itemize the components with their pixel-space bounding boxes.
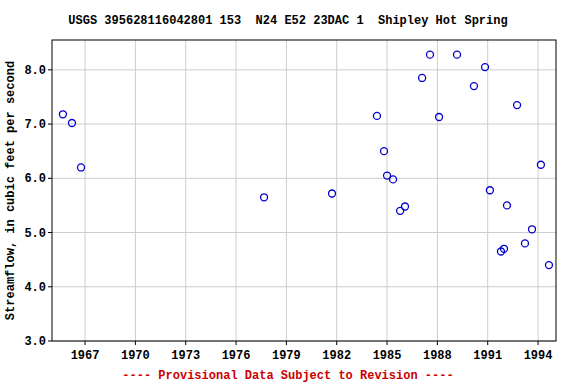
grid-line	[52, 69, 556, 70]
tick	[48, 178, 52, 179]
point	[500, 245, 507, 252]
point	[373, 112, 380, 119]
tick-label: 1970	[121, 349, 150, 363]
grid-line	[236, 40, 237, 341]
point	[470, 83, 477, 90]
tick	[236, 341, 237, 345]
tick	[48, 124, 52, 125]
tick	[48, 341, 52, 342]
tick	[286, 341, 287, 345]
tick	[48, 286, 52, 287]
tick-label: 8.0	[24, 64, 46, 78]
tick-label: 1994	[524, 349, 553, 363]
points	[59, 51, 552, 268]
grid	[52, 40, 556, 341]
tick-label: 6.0	[24, 172, 46, 186]
tick	[487, 341, 488, 345]
tick-label: 1988	[423, 349, 452, 363]
point	[59, 111, 66, 118]
tick-label: 1967	[71, 349, 100, 363]
tick-label: 1982	[322, 349, 351, 363]
tick-label: 1976	[222, 349, 251, 363]
grid-line	[387, 40, 388, 341]
grid-line	[185, 40, 186, 341]
point	[381, 148, 388, 155]
point	[261, 194, 268, 201]
tick-label: 1979	[272, 349, 301, 363]
title: USGS 395628116042801 153 N24 E52 23DAC 1…	[68, 14, 507, 28]
tick-label: 1991	[473, 349, 502, 363]
tick	[135, 341, 136, 345]
tick-label: 7.0	[24, 118, 46, 132]
tick	[538, 341, 539, 345]
tick	[85, 341, 86, 345]
point	[529, 226, 536, 233]
tick	[48, 69, 52, 70]
point	[68, 119, 75, 126]
background	[0, 0, 576, 384]
tick-label: 5.0	[24, 227, 46, 241]
tick-label: 1985	[373, 349, 402, 363]
grid-line	[487, 40, 488, 341]
point	[482, 64, 489, 71]
point	[78, 164, 85, 171]
tick-label: 3.0	[24, 335, 46, 349]
plot-frame	[52, 40, 556, 341]
tick-label: 1973	[171, 349, 200, 363]
point	[521, 240, 528, 247]
point	[329, 190, 336, 197]
point	[514, 102, 521, 109]
grid-line	[437, 40, 438, 341]
point	[537, 161, 544, 168]
point	[402, 203, 409, 210]
grid-line	[538, 40, 539, 341]
tick	[336, 341, 337, 345]
point	[390, 176, 397, 183]
grid-line	[52, 124, 556, 125]
grid-line	[135, 40, 136, 341]
grid-line	[85, 40, 86, 341]
annotation: ---- Provisional Data Subject to Revisio…	[122, 369, 453, 383]
point	[427, 51, 434, 58]
point	[504, 202, 511, 209]
tick	[437, 341, 438, 345]
point	[454, 51, 461, 58]
tick	[48, 232, 52, 233]
tick	[185, 341, 186, 345]
point	[419, 74, 426, 81]
chart: USGS 395628116042801 153 N24 E52 23DAC 1…	[0, 0, 576, 384]
tick-label: 4.0	[24, 281, 46, 295]
point	[436, 114, 443, 121]
axis-label: Streamflow, in cubic feet per second	[4, 61, 18, 320]
grid-line	[52, 232, 556, 233]
tick	[387, 341, 388, 345]
grid-line	[286, 40, 287, 341]
grid-line	[52, 286, 556, 287]
point	[486, 187, 493, 194]
grid-line	[336, 40, 337, 341]
grid-line	[52, 178, 556, 179]
point	[545, 262, 552, 269]
